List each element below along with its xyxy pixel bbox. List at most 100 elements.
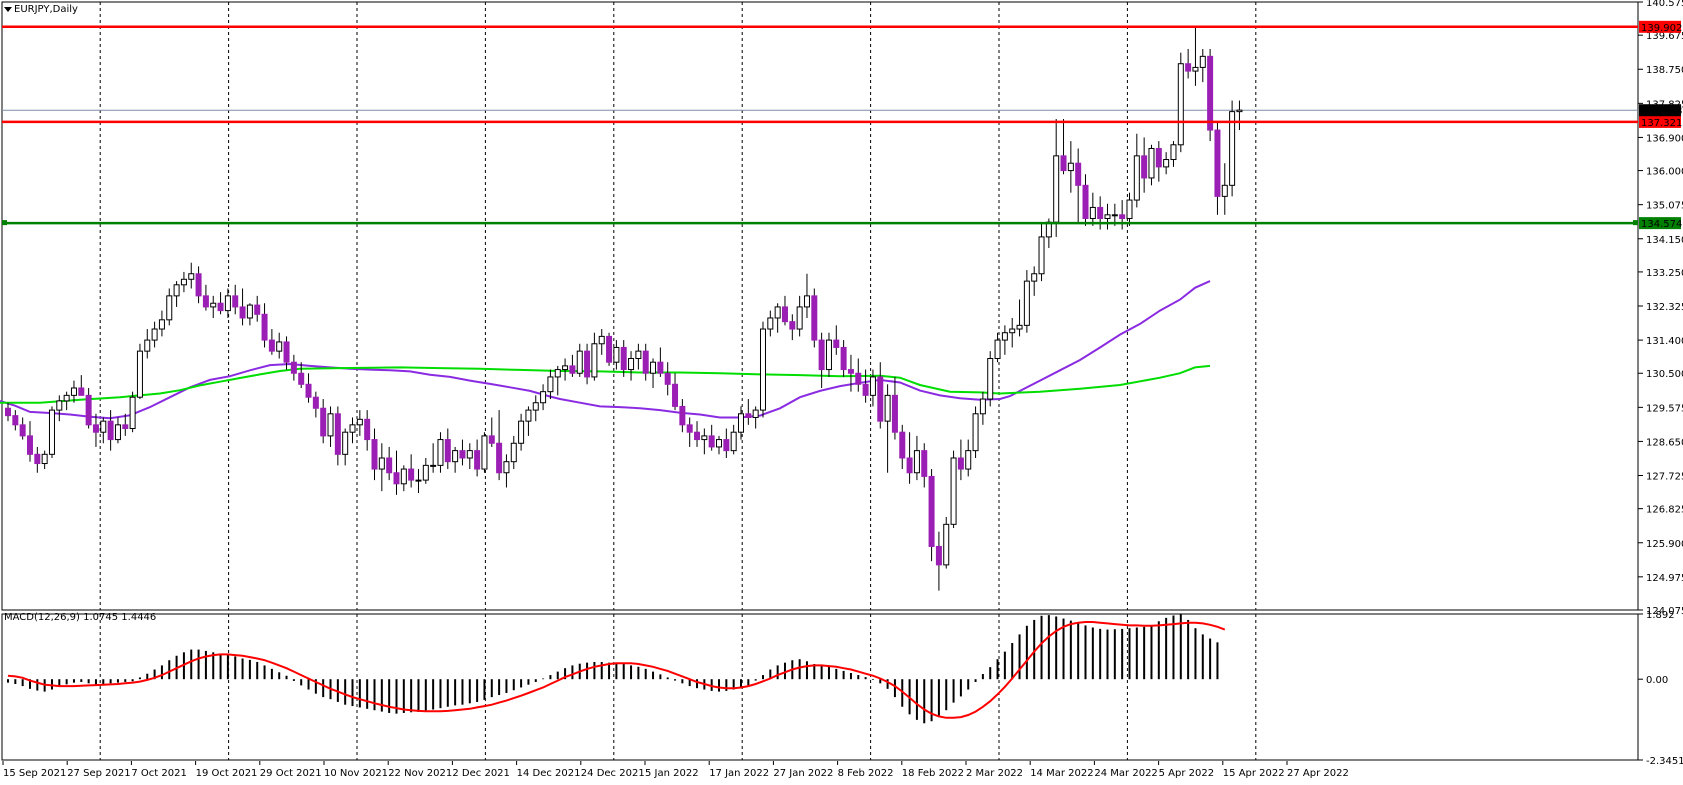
- candle-bull: [913, 450, 920, 474]
- candle-bull: [1199, 55, 1206, 68]
- candle-bull: [716, 439, 723, 448]
- chart-title: EURJPY,Daily: [14, 4, 78, 15]
- candle-bear: [1082, 184, 1089, 219]
- candle-bear: [364, 418, 371, 441]
- candle-bear: [232, 295, 239, 308]
- candle-bull: [1163, 159, 1170, 168]
- candle-bear: [891, 394, 898, 433]
- candle-bull: [1045, 221, 1052, 238]
- candle-bull: [1067, 162, 1074, 172]
- x-tick-label: 5 Jan 2022: [645, 768, 699, 779]
- candle-bull: [70, 387, 77, 396]
- candle-bear: [312, 396, 319, 409]
- candle-bull: [547, 376, 554, 393]
- candle-bull: [701, 435, 708, 441]
- candle-bear: [1214, 129, 1221, 197]
- candle-bull: [1126, 199, 1133, 219]
- candle-bear: [818, 339, 825, 371]
- candle-bull: [613, 346, 620, 363]
- candle-bull: [378, 457, 385, 470]
- x-tick-label: 18 Feb 2022: [902, 768, 964, 779]
- candle-bear: [371, 439, 378, 470]
- candle-bull: [1009, 328, 1016, 334]
- candle-bull: [136, 350, 143, 398]
- candle-bear: [620, 346, 627, 371]
- candle-bear: [78, 387, 85, 396]
- candle-bear: [781, 306, 788, 323]
- candle-bull: [598, 335, 605, 345]
- candle-bull: [466, 450, 473, 459]
- x-tick-label: 27 Jan 2022: [773, 768, 833, 779]
- candle-bear: [298, 372, 305, 385]
- macd-signal-line: [7, 621, 1226, 719]
- x-tick-label: 24 Dec 2021: [581, 768, 645, 779]
- candle-bear: [1097, 206, 1104, 219]
- x-tick-label: 14 Mar 2022: [1030, 768, 1093, 779]
- candle-bear: [1060, 155, 1067, 172]
- candle-bull: [1038, 236, 1045, 275]
- y-tick-label: 125.900: [1646, 539, 1683, 550]
- candle-bear: [811, 295, 818, 341]
- x-tick-label: 29 Oct 2021: [260, 768, 322, 779]
- candle-bull: [540, 391, 547, 404]
- candle-bull: [767, 317, 774, 330]
- candle-bear: [957, 457, 964, 470]
- candle-bull: [730, 431, 737, 452]
- candle-bull: [481, 435, 488, 470]
- candle-bull: [869, 376, 876, 396]
- x-tick-label: 27 Apr 2022: [1287, 768, 1349, 779]
- support-line-handle: [1633, 220, 1638, 226]
- candle-bear: [928, 475, 935, 547]
- candle-bull: [825, 339, 832, 371]
- candle-bull: [738, 413, 744, 433]
- candle-bull: [349, 424, 356, 433]
- candle-bear: [1207, 55, 1214, 131]
- candle-bull: [576, 350, 583, 374]
- candle-bear: [664, 372, 671, 385]
- candle-bull: [796, 306, 803, 330]
- candle-bear: [92, 424, 99, 433]
- current-price-label: 137.638: [1641, 106, 1682, 117]
- candle-bull: [63, 394, 70, 402]
- candle-bull: [752, 409, 759, 418]
- candle-bear: [122, 424, 129, 430]
- candle-bull: [635, 350, 642, 360]
- candle-bull: [1236, 109, 1243, 113]
- y-tick-label: 127.725: [1646, 472, 1683, 483]
- current-price-box: [1639, 104, 1681, 117]
- candle-bull: [1229, 111, 1236, 186]
- candle-bull: [1221, 184, 1228, 197]
- candle-bear: [833, 339, 840, 348]
- candle-bull: [1104, 214, 1111, 219]
- candle-bull: [950, 457, 957, 525]
- candle-bull: [628, 358, 635, 371]
- candle-bull: [452, 450, 459, 463]
- macd-panel-frame: [1, 613, 1639, 761]
- candle-bear: [305, 383, 312, 398]
- candle-bull: [884, 394, 891, 422]
- macd-y-tick-label: -2.3451: [1646, 756, 1683, 767]
- candle-bear: [496, 442, 503, 474]
- candle-bull: [48, 409, 55, 455]
- y-tick-label: 139.675: [1646, 31, 1683, 42]
- candle-bull: [1148, 147, 1155, 179]
- candle-bear: [569, 365, 576, 374]
- candle-bear: [672, 383, 679, 407]
- candle-bear: [745, 413, 752, 418]
- candle-bull: [188, 273, 195, 280]
- x-tick-label: 19 Oct 2021: [196, 768, 258, 779]
- candle-bear: [877, 376, 884, 422]
- candle-bear: [642, 350, 649, 374]
- y-tick-label: 131.400: [1646, 336, 1683, 347]
- candle-bear: [1185, 63, 1192, 72]
- candle-bull: [774, 306, 781, 319]
- candle-bear: [921, 450, 928, 477]
- y-tick-label: 138.750: [1646, 65, 1683, 76]
- candle-bear: [694, 431, 701, 441]
- x-tick-label: 5 Apr 2022: [1159, 768, 1214, 779]
- symbol-dropdown-icon[interactable]: [4, 7, 12, 12]
- candle-bull: [1031, 273, 1038, 282]
- x-tick-label: 8 Feb 2022: [838, 768, 894, 779]
